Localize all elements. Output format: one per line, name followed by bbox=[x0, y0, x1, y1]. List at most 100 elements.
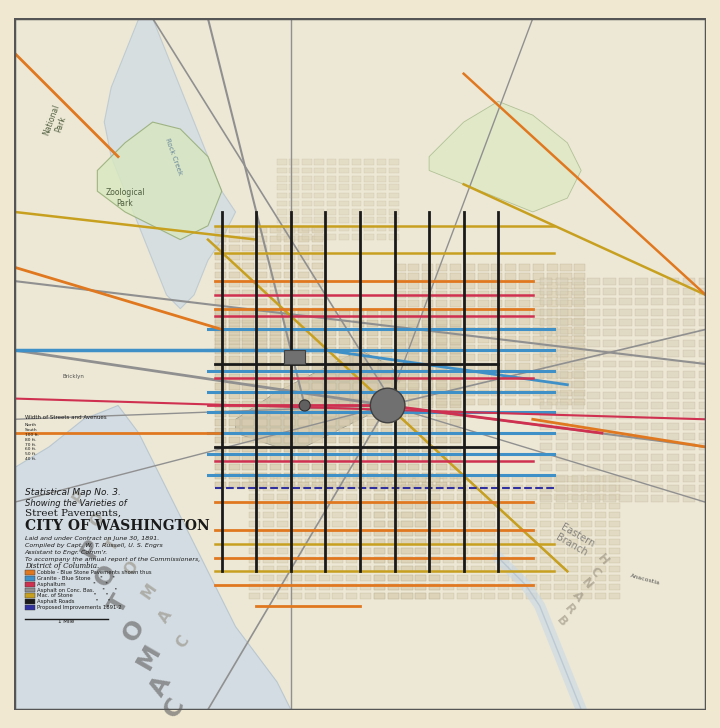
Bar bbox=[588, 495, 600, 502]
Bar bbox=[422, 357, 433, 363]
Bar bbox=[229, 290, 240, 296]
Bar bbox=[588, 423, 600, 430]
Bar bbox=[546, 264, 558, 271]
Bar bbox=[512, 548, 523, 554]
Bar bbox=[609, 476, 620, 482]
Bar bbox=[364, 234, 374, 240]
Bar bbox=[395, 355, 405, 360]
Bar bbox=[277, 584, 288, 590]
Bar bbox=[270, 392, 282, 398]
Bar bbox=[215, 438, 226, 443]
Bar bbox=[249, 566, 261, 572]
Bar bbox=[215, 263, 226, 269]
Bar bbox=[505, 282, 516, 289]
Bar bbox=[346, 557, 357, 563]
Bar bbox=[284, 227, 295, 234]
Bar bbox=[546, 381, 558, 387]
Text: Street Pavements,: Street Pavements, bbox=[24, 509, 121, 518]
Bar bbox=[554, 539, 564, 545]
Bar bbox=[325, 392, 336, 398]
Bar bbox=[667, 350, 680, 357]
Bar bbox=[683, 423, 696, 430]
Bar bbox=[270, 482, 282, 488]
Bar bbox=[519, 264, 530, 271]
Bar bbox=[572, 402, 584, 409]
Bar bbox=[315, 184, 324, 190]
Bar bbox=[554, 503, 564, 509]
Bar bbox=[374, 485, 385, 491]
Bar bbox=[546, 363, 558, 370]
Bar bbox=[635, 309, 647, 316]
Bar bbox=[353, 347, 364, 354]
Bar bbox=[540, 494, 551, 500]
Bar bbox=[284, 365, 295, 371]
Bar bbox=[284, 330, 295, 336]
Bar bbox=[215, 317, 226, 323]
Bar bbox=[302, 218, 312, 223]
Bar bbox=[595, 485, 606, 491]
Bar bbox=[436, 264, 447, 271]
Bar bbox=[436, 347, 447, 354]
Bar bbox=[498, 548, 509, 554]
Bar bbox=[298, 299, 309, 305]
Bar bbox=[667, 454, 680, 461]
Bar bbox=[603, 392, 616, 398]
Bar bbox=[327, 167, 336, 173]
Bar bbox=[364, 159, 374, 165]
Bar bbox=[243, 482, 253, 488]
Bar bbox=[374, 503, 385, 509]
Bar bbox=[402, 503, 413, 509]
Bar bbox=[429, 548, 440, 554]
Bar bbox=[464, 274, 474, 280]
Bar bbox=[243, 263, 253, 269]
Bar bbox=[360, 512, 371, 518]
Bar bbox=[436, 357, 447, 363]
Bar bbox=[714, 298, 720, 305]
Bar bbox=[498, 539, 509, 545]
Bar bbox=[302, 226, 312, 232]
Bar bbox=[609, 539, 620, 545]
Bar bbox=[575, 301, 585, 306]
Bar bbox=[505, 309, 516, 316]
Bar bbox=[387, 530, 399, 536]
Bar bbox=[415, 485, 426, 491]
Text: Assistant to Engr. Comm'r.: Assistant to Engr. Comm'r. bbox=[24, 550, 108, 555]
Bar bbox=[277, 176, 287, 181]
Bar bbox=[374, 557, 385, 563]
Bar bbox=[395, 318, 405, 325]
Bar bbox=[422, 301, 433, 306]
Bar bbox=[215, 272, 226, 278]
Bar bbox=[651, 443, 663, 451]
Bar bbox=[595, 584, 606, 590]
Bar bbox=[249, 521, 261, 527]
Bar bbox=[619, 475, 631, 481]
Bar bbox=[603, 402, 616, 409]
Bar bbox=[367, 482, 378, 488]
Bar bbox=[312, 339, 323, 344]
Bar bbox=[485, 566, 495, 572]
Bar bbox=[353, 455, 364, 462]
Bar bbox=[443, 494, 454, 500]
Bar bbox=[312, 464, 323, 470]
Text: A: A bbox=[156, 608, 175, 626]
Bar bbox=[381, 455, 392, 462]
Bar bbox=[270, 308, 282, 314]
Text: 80 ft.: 80 ft. bbox=[24, 438, 36, 442]
Bar bbox=[526, 575, 537, 581]
Bar bbox=[443, 584, 454, 590]
Bar bbox=[387, 503, 399, 509]
Bar bbox=[229, 236, 240, 242]
Bar bbox=[264, 584, 274, 590]
Bar bbox=[395, 381, 405, 387]
Bar bbox=[333, 521, 343, 527]
Circle shape bbox=[370, 388, 405, 423]
Bar bbox=[415, 476, 426, 482]
Bar bbox=[443, 530, 454, 536]
Bar bbox=[471, 593, 482, 599]
Bar bbox=[603, 319, 616, 326]
Bar bbox=[471, 539, 482, 545]
Bar bbox=[381, 428, 392, 435]
Bar bbox=[698, 360, 711, 368]
Bar bbox=[422, 374, 433, 381]
Bar bbox=[714, 402, 720, 409]
